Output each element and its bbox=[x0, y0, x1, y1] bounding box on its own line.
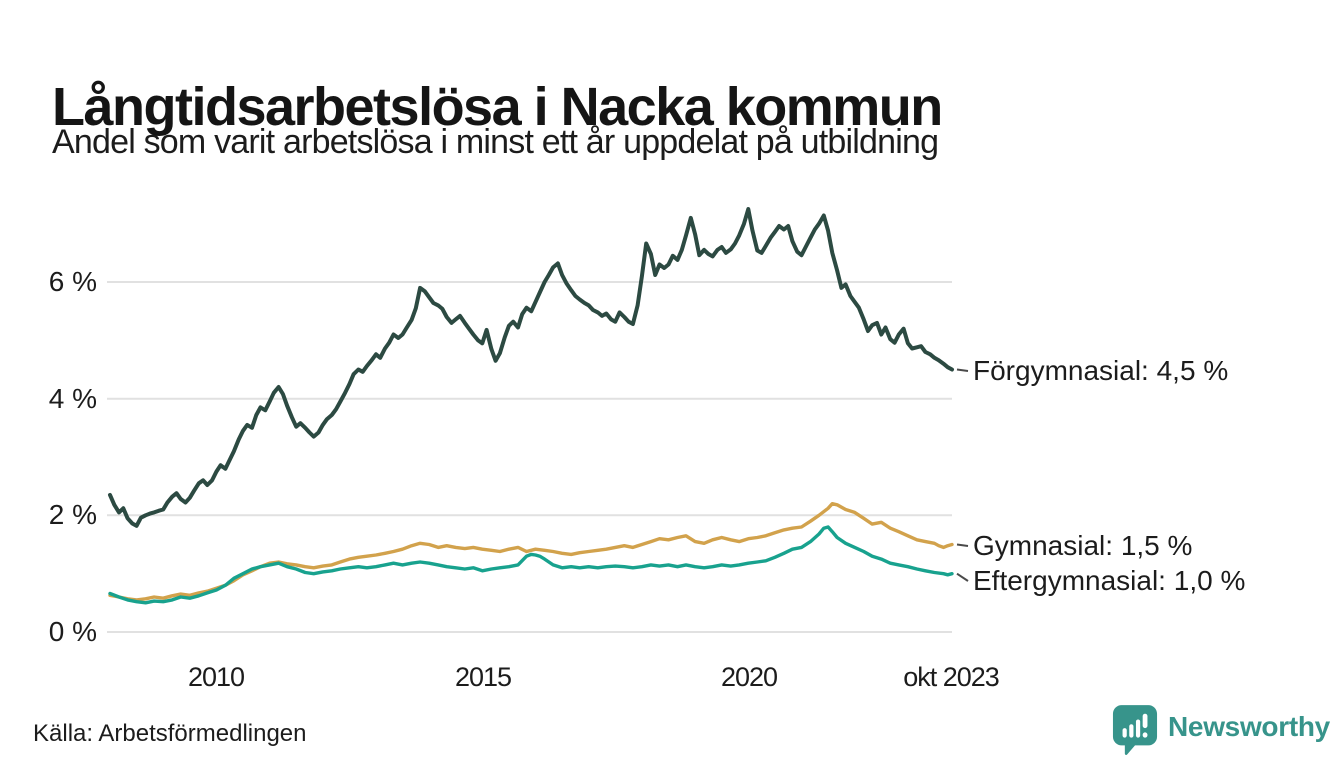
series-end-label-eftergymnasial: Eftergymnasial: 1,0 % bbox=[973, 565, 1246, 596]
y-axis-tick-label-0: 0 % bbox=[48, 616, 97, 647]
y-axis-tick-label-2: 2 % bbox=[48, 499, 97, 530]
source-note: Källa: Arbetsförmedlingen bbox=[33, 720, 307, 747]
y-axis-tick-label-6: 6 % bbox=[48, 266, 97, 297]
newsworthy-logo-icon bbox=[1112, 705, 1158, 756]
x-axis-tick-label-2010: 2010 bbox=[187, 662, 245, 692]
label-connector-tick bbox=[956, 572, 969, 582]
x-axis-tick-label-okt-2023: okt 2023 bbox=[903, 662, 1000, 692]
series-line-gymnasial bbox=[108, 502, 954, 602]
y-axis-tick-label-4: 4 % bbox=[48, 383, 97, 414]
chart-subtitle: Andel som varit arbetslösa i minst ett å… bbox=[52, 123, 939, 161]
page-title: Långtidsarbetslösa i Nacka kommun bbox=[52, 77, 943, 138]
x-axis-tick-label-2015: 2015 bbox=[454, 662, 512, 692]
label-connector-tick bbox=[956, 368, 969, 372]
series-end-label-forgymnasial: Förgymnasial: 4,5 % bbox=[973, 355, 1229, 386]
newsworthy-wordmark: Newsworthy bbox=[1168, 711, 1330, 742]
series-end-label-gymnasial: Gymnasial: 1,5 % bbox=[973, 530, 1193, 561]
label-connector-tick bbox=[956, 543, 969, 547]
series-line-eftergymnasial bbox=[108, 525, 954, 605]
newsworthy-logo: Newsworthy bbox=[1112, 704, 1330, 756]
x-axis-tick-label-2020: 2020 bbox=[720, 662, 778, 692]
series-line-förgymnasial bbox=[108, 207, 954, 528]
